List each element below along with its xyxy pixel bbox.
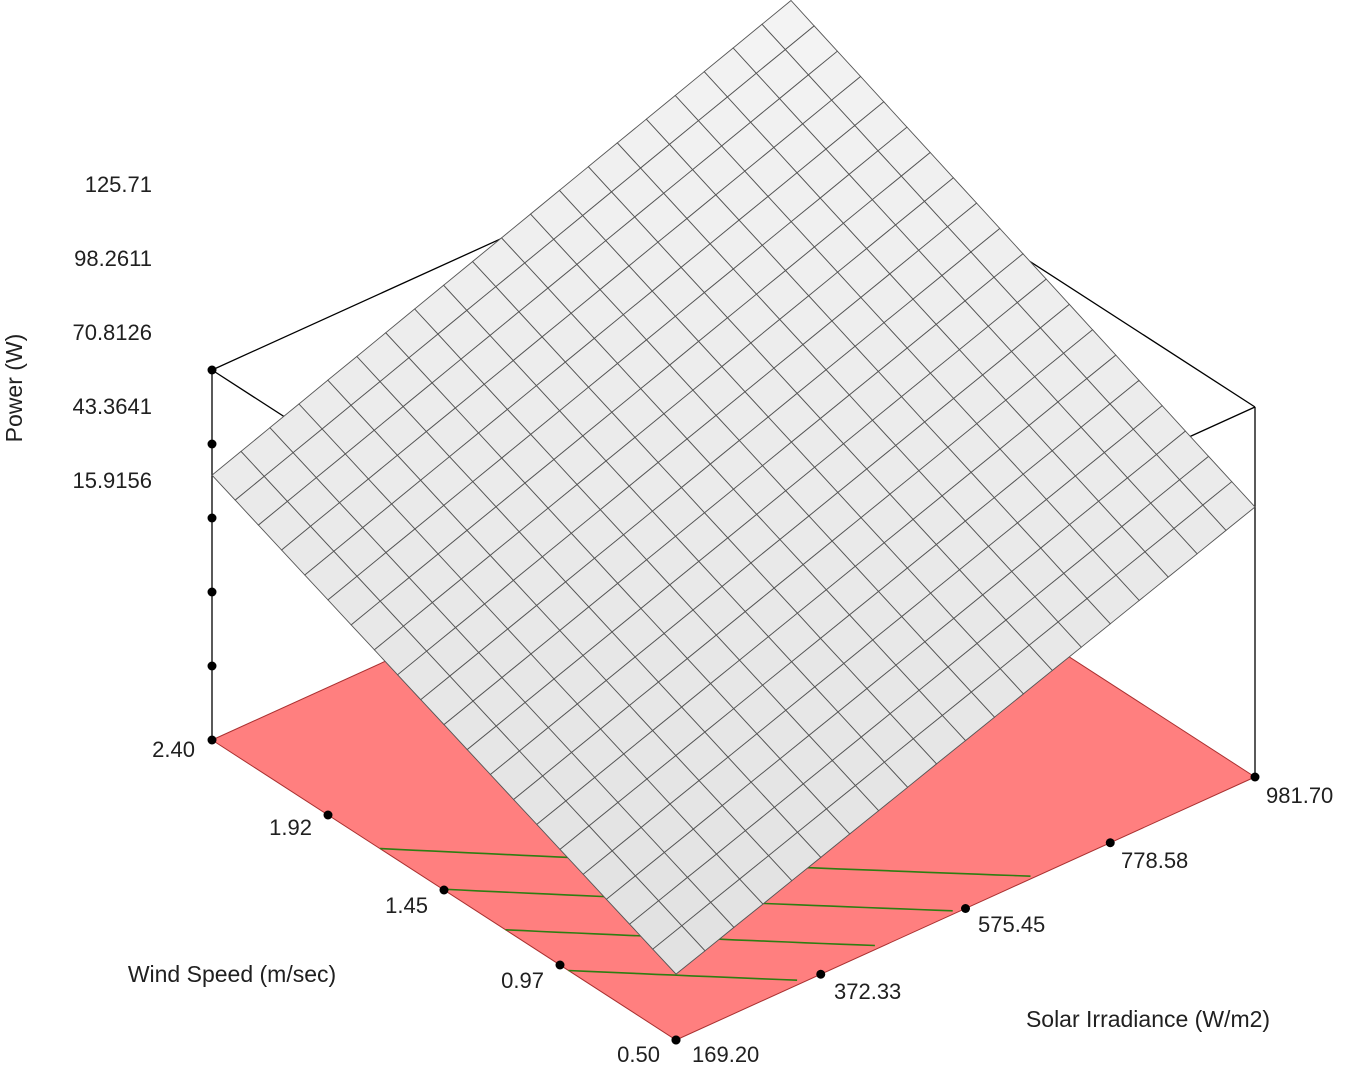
z-tick-label: 70.8126 bbox=[72, 320, 152, 345]
x-tick-label: 372.33 bbox=[834, 979, 901, 1004]
y-axis-title: Wind Speed (m/sec) bbox=[128, 961, 336, 987]
y-tick-label: 1.92 bbox=[269, 815, 312, 840]
x-tick-label: 981.70 bbox=[1266, 783, 1333, 808]
y-tick-label: 0.50 bbox=[617, 1042, 660, 1067]
surface-cell bbox=[652, 925, 706, 975]
x-axis-title: Solar Irradiance (W/m2) bbox=[1026, 1006, 1270, 1032]
z-tick-mark bbox=[207, 365, 217, 375]
y-tick-label: 1.45 bbox=[385, 893, 428, 918]
z-tick-label: 98.2611 bbox=[74, 246, 152, 271]
y-tick-mark bbox=[671, 1035, 681, 1045]
x-tick-mark bbox=[961, 904, 970, 913]
z-tick-label: 15.9156 bbox=[72, 468, 152, 493]
y-tick-mark bbox=[555, 960, 565, 970]
tick-markers bbox=[207, 365, 1260, 1045]
x-tick-label: 575.45 bbox=[978, 912, 1045, 937]
z-tick-mark bbox=[207, 661, 217, 671]
y-tick-label: 2.40 bbox=[152, 737, 195, 762]
response-surface bbox=[211, 0, 1256, 975]
contour-line bbox=[568, 969, 798, 981]
x-tick-mark bbox=[1250, 772, 1260, 782]
x-tick-label: 169.20 bbox=[692, 1042, 759, 1067]
z-tick-label: 125.71 bbox=[85, 172, 152, 197]
y-tick-mark bbox=[207, 735, 217, 745]
z-tick-mark bbox=[207, 587, 217, 597]
z-tick-mark bbox=[207, 513, 217, 523]
z-tick-label: 43.3641 bbox=[72, 394, 152, 419]
z-axis-title: Power (W) bbox=[1, 334, 27, 443]
x-tick-mark bbox=[1105, 838, 1115, 848]
y-tick-label: 0.97 bbox=[501, 968, 544, 993]
y-tick-mark bbox=[323, 810, 333, 820]
x-tick-label: 778.58 bbox=[1121, 848, 1188, 873]
y-tick-mark bbox=[439, 885, 449, 895]
z-tick-mark bbox=[207, 439, 217, 449]
x-tick-mark bbox=[816, 969, 826, 979]
